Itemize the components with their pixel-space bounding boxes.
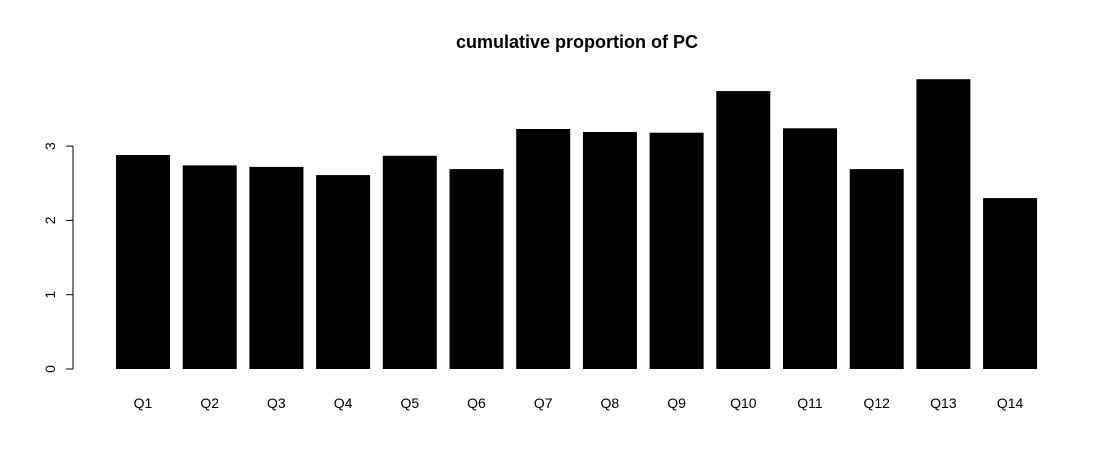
bar-q5 [382, 155, 437, 369]
x-tick-label: Q14 [997, 395, 1024, 411]
x-tick-label: Q8 [601, 395, 620, 411]
bar-q13 [916, 79, 971, 369]
x-tick-label: Q11 [797, 395, 823, 411]
bar-q7 [516, 129, 571, 369]
x-tick-label: Q13 [930, 395, 957, 411]
x-tick-label: Q9 [667, 395, 686, 411]
x-tick-label: Q10 [730, 395, 757, 411]
y-axis: 0 1 2 3 [42, 142, 74, 373]
bar-q2 [182, 165, 237, 369]
x-tick-label: Q1 [134, 395, 153, 411]
bar-q3 [249, 166, 304, 369]
bar-q6 [449, 169, 504, 369]
x-tick-label: Q12 [863, 395, 890, 411]
x-tick-label: Q6 [467, 395, 486, 411]
x-tick-label: Q5 [400, 395, 419, 411]
x-tick-labels: Q1 Q2 Q3 Q4 Q5 Q6 Q7 Q8 Q9 Q10 Q11 Q12 Q13 Q14 [134, 395, 1024, 411]
bar-q8 [582, 132, 637, 369]
bar-q11 [783, 128, 837, 369]
x-tick-label: Q7 [534, 395, 553, 411]
y-tick-label: 2 [42, 216, 58, 224]
bar-q9 [649, 132, 704, 369]
bar-q12 [849, 169, 904, 369]
bar-q10 [716, 91, 771, 369]
chart-title: cumulative proportion of PC [456, 32, 698, 52]
y-tick-label: 0 [42, 365, 58, 373]
x-tick-label: Q3 [267, 395, 286, 411]
x-tick-label: Q2 [200, 395, 219, 411]
bar-q14 [983, 198, 1038, 369]
y-tick-label: 1 [42, 291, 58, 299]
y-tick-label: 3 [42, 142, 58, 150]
bars-group [116, 79, 1038, 369]
x-tick-label: Q4 [334, 395, 353, 411]
bar-q1 [116, 155, 170, 369]
bar-q4 [316, 175, 371, 369]
